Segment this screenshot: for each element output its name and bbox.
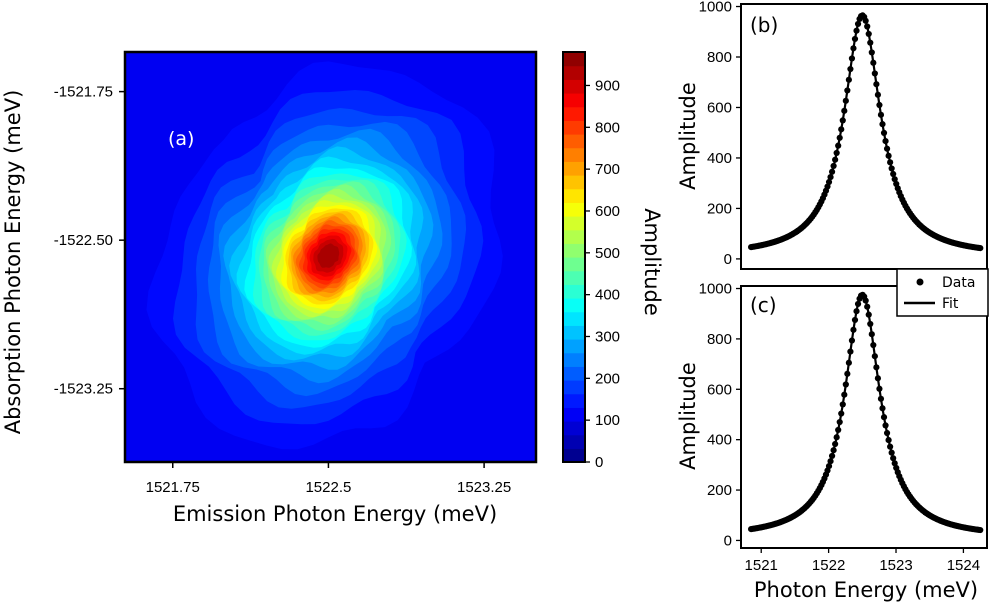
colorbar-band xyxy=(563,421,585,436)
colorbar-tick-label: 400 xyxy=(595,287,620,304)
colorbar-band xyxy=(563,79,585,94)
colorbar-band xyxy=(563,93,585,108)
panel-b-y-axis-title: Amplitude xyxy=(676,82,700,190)
panel-b-y-tick-label: 400 xyxy=(707,150,732,167)
panel-c-y-tick-label: 200 xyxy=(707,482,732,499)
colorbar-band xyxy=(563,298,585,313)
colorbar-tick-label: 500 xyxy=(595,245,620,262)
colorbar-tick-label: 0 xyxy=(595,454,603,471)
colorbar-band xyxy=(563,147,585,162)
colorbar-tick-label: 300 xyxy=(595,328,620,345)
colorbar-band xyxy=(563,120,585,135)
panel-b-frame xyxy=(740,3,988,270)
colorbar-band xyxy=(563,366,585,381)
colorbar-band xyxy=(563,393,585,408)
colorbar-band xyxy=(563,161,585,176)
colorbar-tick-label: 700 xyxy=(595,161,620,178)
heatmap-x-tick-label: 1521.75 xyxy=(146,479,200,496)
panel-c-y-tick-label: 1000 xyxy=(699,281,732,298)
line-panel-b: 0 200 400 600 800 1000 (b) Amplitude xyxy=(676,0,988,270)
panel-c-label: (c) xyxy=(750,293,777,317)
colorbar-bands xyxy=(563,52,585,463)
colorbar-band xyxy=(563,339,585,354)
colorbar-band xyxy=(563,202,585,217)
panel-c-frame xyxy=(740,285,988,549)
colorbar-tick-label: 800 xyxy=(595,119,620,136)
legend-data-marker xyxy=(916,278,924,286)
panel-c-x-tick-label: 1521 xyxy=(745,557,778,574)
panel-c-y-tick-label: 600 xyxy=(707,381,732,398)
colorbar-band xyxy=(563,325,585,340)
heatmap-y-ticks: -1521.75 -1522.50 -1523.25 xyxy=(54,84,125,398)
colorbar-band xyxy=(563,52,585,67)
colorbar-band xyxy=(563,407,585,422)
colorbar-ticks: 0 100 200 300 400 500 600 700 800 900 xyxy=(585,77,620,471)
colorbar-band xyxy=(563,134,585,149)
heatmap-y-tick-label: -1523.25 xyxy=(54,381,113,398)
legend-fit-label: Fit xyxy=(942,296,959,312)
colorbar-title: Amplitude xyxy=(640,208,664,316)
panel-b-y-tick-label: 200 xyxy=(707,200,732,217)
panel-c-fit-line xyxy=(750,293,981,532)
panel-b-label: (b) xyxy=(750,13,778,37)
panel-c-data-point xyxy=(977,526,984,534)
panel-c-y-ticks: 0 200 400 600 800 1000 xyxy=(699,281,741,549)
panel-a-label: (a) xyxy=(168,128,194,150)
colorbar-frame xyxy=(562,51,586,463)
panel-c-x-tick-label: 1524 xyxy=(947,557,980,574)
colorbar-band xyxy=(563,270,585,285)
panel-b-y-tick-label: 0 xyxy=(724,251,732,268)
colorbar-tick-label: 600 xyxy=(595,203,620,220)
colorbar-tick-label: 100 xyxy=(595,412,620,429)
heatmap-x-tick-label: 1522.5 xyxy=(305,479,351,496)
heatmap-x-axis-title: Emission Photon Energy (meV) xyxy=(173,502,497,526)
legend: Data Fit xyxy=(896,268,989,317)
heatmap-y-tick-label: -1521.75 xyxy=(54,84,113,101)
colorbar-band xyxy=(563,65,585,80)
colorbar-tick-label: 200 xyxy=(595,370,620,387)
panel-b-fit-line xyxy=(750,14,981,250)
heatmap-contour-level xyxy=(317,243,340,268)
heatmap-contours xyxy=(125,52,536,462)
colorbar-band xyxy=(563,216,585,231)
heatmap-x-tick-label: 1523.25 xyxy=(457,479,511,496)
heatmap-y-axis-title: Absorption Photon Energy (meV) xyxy=(1,90,25,435)
colorbar-band xyxy=(563,380,585,395)
colorbar-band xyxy=(563,434,585,449)
panel-b-plot xyxy=(748,12,984,252)
heatmap-x-ticks: 1521.75 1522.5 1523.25 xyxy=(146,462,511,496)
colorbar-band xyxy=(563,175,585,190)
panel-b-y-tick-label: 1000 xyxy=(699,0,732,16)
colorbar-band xyxy=(563,188,585,203)
heatmap-y-tick-label: -1522.50 xyxy=(54,232,113,249)
panel-b-y-tick-label: 800 xyxy=(707,49,732,66)
panel-c-x-tick-label: 1522 xyxy=(812,557,845,574)
panel-c-y-axis-title: Amplitude xyxy=(676,362,700,470)
panel-c-plot xyxy=(748,291,984,534)
panel-c-y-tick-label: 0 xyxy=(724,532,732,549)
heatmap-frame xyxy=(123,50,538,464)
colorbar-band xyxy=(563,311,585,326)
panel-b-y-tick-label: 600 xyxy=(707,99,732,116)
legend-data-label: Data xyxy=(942,275,975,291)
colorbar-band xyxy=(563,106,585,121)
colorbar-tick-label: 900 xyxy=(595,77,620,94)
colorbar-band xyxy=(563,448,585,463)
panel-b-y-ticks: 0 200 400 600 800 1000 xyxy=(699,0,741,268)
panel-c-x-ticks: 1521 1522 1523 1524 xyxy=(745,548,980,574)
panel-c-y-tick-label: 400 xyxy=(707,432,732,449)
colorbar: 0 100 200 300 400 500 600 700 800 900 Amplitude xyxy=(562,51,664,471)
colorbar-band xyxy=(563,229,585,244)
line-panel-c: 0 200 400 600 800 1000 1521 1522 1523 1524 (c) A… xyxy=(676,281,988,602)
colorbar-band xyxy=(563,284,585,299)
colorbar-band xyxy=(563,352,585,367)
legend-box xyxy=(896,268,989,317)
colorbar-band xyxy=(563,243,585,258)
panel-c-x-axis-title: Photon Energy (meV) xyxy=(754,578,978,602)
panel-c-y-tick-label: 800 xyxy=(707,331,732,348)
heatmap-panel-a: (a) 1521.75 1522.5 1523.25 -1521.75 -1522.5… xyxy=(1,50,538,526)
panel-c-x-tick-label: 1523 xyxy=(879,557,912,574)
colorbar-band xyxy=(563,257,585,272)
